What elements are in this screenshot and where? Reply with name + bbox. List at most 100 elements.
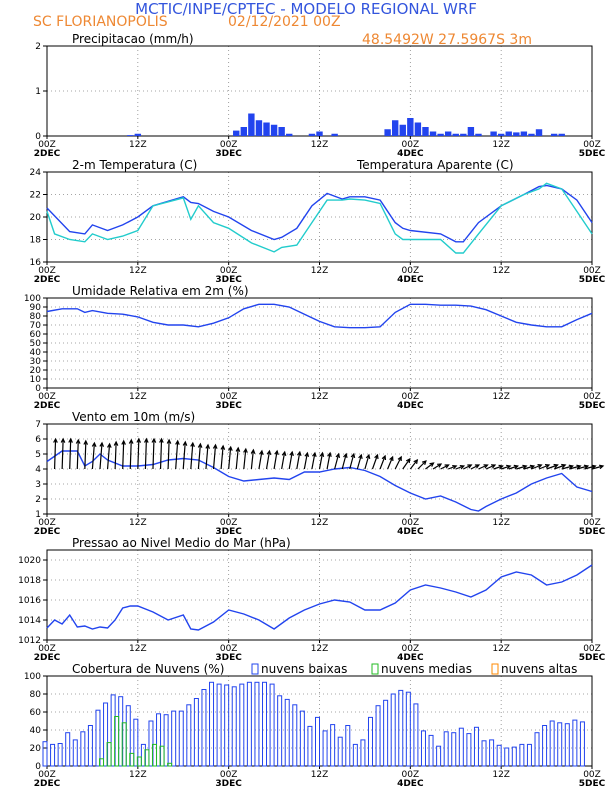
precip-bar <box>407 118 414 136</box>
wind-arrowhead <box>490 464 497 469</box>
wind-arrowhead <box>304 451 310 457</box>
wind-arrowhead <box>190 441 195 447</box>
wind-vector <box>379 455 386 470</box>
x-date-label: 3DEC <box>215 149 242 159</box>
station-name: SC FLORIANOPOLIS <box>33 14 168 30</box>
cloud-bar-blue <box>383 699 389 767</box>
precip-bar <box>286 133 293 136</box>
legend-label: nuvens baixas <box>261 662 347 676</box>
wind-arrowhead <box>459 465 466 470</box>
x-tick-label: 00Z <box>38 392 56 402</box>
cloud-bar-blue <box>163 714 169 767</box>
x-tick-label: 00Z <box>38 770 56 780</box>
station-coords: 48.5492W 27.5967S 3m <box>362 32 532 48</box>
y-tick-label: 5 <box>35 450 41 460</box>
cloud-bar-blue <box>307 725 313 767</box>
x-tick-label: 12Z <box>492 518 510 528</box>
wind-vector <box>281 451 286 470</box>
x-tick-label: 00Z <box>583 770 601 780</box>
wind-vector <box>122 440 125 470</box>
cloud-bar-blue <box>216 683 222 767</box>
y-tick-label: 4 <box>35 465 41 475</box>
wind-arrowhead <box>444 464 450 469</box>
wind-arrowhead <box>591 464 597 470</box>
wind-vector <box>485 464 496 470</box>
cloud-bar-blue <box>420 730 426 767</box>
cloud-bar-blue <box>466 733 472 767</box>
precip-bar <box>535 129 543 136</box>
wind-arrowhead <box>91 441 97 447</box>
y-tick-label: 20 <box>30 744 42 754</box>
y-tick-label: 1016 <box>18 596 41 606</box>
cloud-bar-blue <box>156 713 162 767</box>
wind-vector <box>288 451 293 470</box>
wind-arrowhead <box>544 464 551 469</box>
cloud-bar-blue <box>254 681 260 767</box>
wind-arrowhead <box>99 441 105 447</box>
y-tick-label: 40 <box>30 726 42 736</box>
y-tick-label: 0 <box>35 762 41 772</box>
y-tick-label: 40 <box>30 348 42 358</box>
cloud-bar-blue <box>72 739 78 767</box>
wind-arrowhead <box>429 462 435 467</box>
precip-bar <box>505 131 512 136</box>
wind-vector <box>364 454 370 470</box>
y-tick-label: 18 <box>30 236 42 246</box>
wind-vector <box>402 458 411 470</box>
x-tick-label: 00Z <box>220 770 238 780</box>
x-date-label: 5DEC <box>579 527 606 537</box>
wind-vector <box>69 438 72 470</box>
cloud-bar-blue <box>345 725 351 767</box>
x-tick-label: 12Z <box>129 518 147 528</box>
wind-arrowhead <box>327 451 332 457</box>
precip-bar <box>263 122 270 136</box>
wind-vector <box>447 465 457 470</box>
cloud-bar-blue <box>489 739 495 767</box>
cloud-bar-blue <box>315 716 320 767</box>
wind-vector <box>371 454 379 470</box>
cloud-bar-blue <box>95 709 101 767</box>
precip-bar <box>331 133 338 136</box>
panel-title: Pressao ao Nivel Medio do Mar (hPa) <box>72 536 291 550</box>
x-tick-label: 00Z <box>402 266 420 276</box>
cloud-bar-blue <box>390 693 396 767</box>
cloud-bar-blue <box>57 743 63 767</box>
y-tick-label: 80 <box>30 690 42 700</box>
wind-vector <box>273 450 278 470</box>
precip-bar <box>475 133 482 136</box>
wind-arrowhead <box>175 439 180 445</box>
precip-bar <box>452 133 459 136</box>
wind-vector <box>61 438 64 470</box>
wind-vector <box>569 465 581 470</box>
wind-arrowhead <box>312 451 317 457</box>
cloud-bar-blue <box>443 731 449 767</box>
y-tick-label: 30 <box>30 357 42 367</box>
y-tick-label: 2 <box>35 495 41 505</box>
x-date-label: 2DEC <box>34 275 61 285</box>
y-tick-label: 3 <box>35 480 41 490</box>
wind-arrowhead <box>513 464 519 470</box>
cloud-bar-green <box>151 743 157 767</box>
wind-arrowhead <box>583 464 590 470</box>
x-tick-label: 12Z <box>492 392 510 402</box>
legend-swatch <box>251 663 259 675</box>
y-tick-label: 7 <box>35 420 41 430</box>
wind-vector <box>334 453 340 470</box>
cloud-bar-blue <box>103 702 109 767</box>
x-tick-label: 12Z <box>129 266 147 276</box>
precip-bar <box>134 133 142 136</box>
wind-vector <box>137 438 140 470</box>
wind-arrowhead <box>413 458 419 465</box>
cloud-bar-blue <box>557 722 563 767</box>
wind-arrowhead <box>319 451 325 457</box>
panel-title: Vento em 10m (m/s) <box>72 410 195 424</box>
panel-title: Cobertura de Nuvens (%) <box>72 662 224 676</box>
x-tick-label: 00Z <box>38 140 56 150</box>
wind-vector <box>106 443 111 470</box>
y-tick-label: 24 <box>30 168 42 178</box>
cloud-bar-green <box>106 742 112 767</box>
x-tick-label: 00Z <box>402 770 420 780</box>
